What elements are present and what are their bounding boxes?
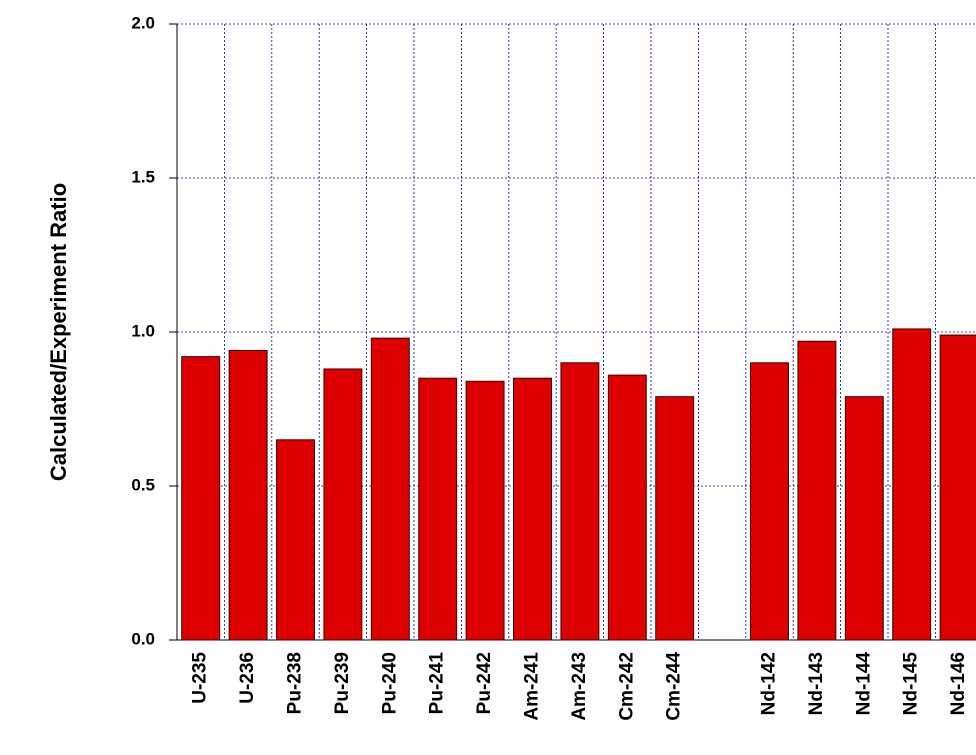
bar — [513, 377, 552, 641]
bar — [607, 374, 647, 641]
bar — [750, 362, 789, 641]
y-tick-label: 1.5 — [131, 167, 155, 186]
y-axis-label: Calculated/Experiment Ratio — [46, 183, 71, 481]
bar — [418, 377, 458, 641]
x-tick-label: Nd-144 — [853, 652, 874, 716]
bar — [844, 396, 884, 641]
bar — [560, 362, 600, 641]
bar — [892, 328, 932, 641]
x-tick-label: U-236 — [237, 652, 258, 704]
x-tick-label: Pu-239 — [332, 652, 353, 714]
x-tick-label: Cm-244 — [664, 652, 685, 721]
x-tick-label: Am-243 — [569, 652, 590, 721]
bar — [939, 334, 976, 641]
bar — [228, 349, 268, 641]
bar — [276, 439, 315, 641]
bar — [465, 380, 505, 641]
x-tick-label: Nd-142 — [759, 652, 780, 715]
x-tick-label: Pu-241 — [427, 652, 448, 715]
x-tick-label: Cm-242 — [616, 652, 637, 721]
x-tick-label: Nd-146 — [948, 652, 969, 715]
bar — [655, 396, 695, 641]
y-tick-label: 0.5 — [131, 475, 155, 494]
bar — [797, 340, 837, 641]
bar — [323, 368, 363, 641]
bar — [370, 337, 410, 641]
x-tick-label: Am-241 — [522, 652, 543, 721]
x-tick-label: U-235 — [190, 652, 211, 704]
x-tick-label: Nd-143 — [806, 652, 827, 715]
x-tick-label: Pu-238 — [285, 652, 306, 714]
y-tick-label: 2.0 — [131, 13, 155, 32]
x-tick-label: Nd-145 — [901, 652, 922, 716]
y-tick-label: 0.0 — [131, 629, 155, 648]
x-tick-label: Pu-242 — [474, 652, 495, 714]
x-tick-label: Pu-240 — [379, 652, 400, 714]
bar — [181, 356, 221, 641]
y-tick-label: 1.0 — [131, 321, 155, 340]
